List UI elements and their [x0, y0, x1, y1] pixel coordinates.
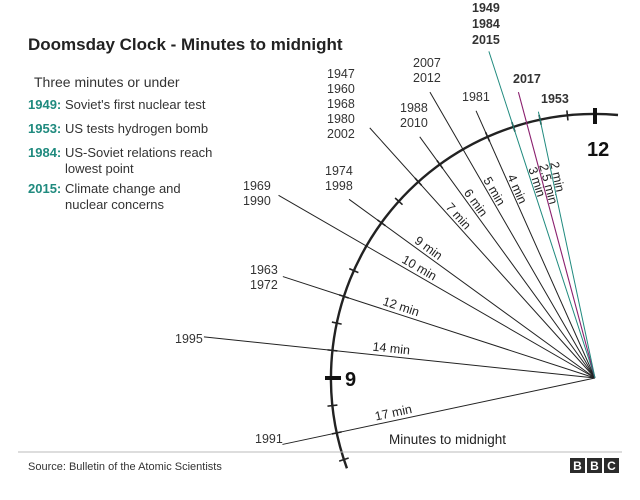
bbc-logo-block	[570, 458, 585, 473]
dial-arc	[329, 112, 619, 469]
minute-line	[278, 194, 596, 379]
key-year: 1953:	[28, 121, 61, 136]
year-label: 1947	[327, 67, 355, 81]
minute-line	[203, 336, 596, 379]
year-label: 1988	[400, 101, 428, 115]
year-label: 1991	[255, 432, 283, 446]
dial-tick	[327, 404, 338, 407]
year-label: 1969	[243, 179, 271, 193]
year-label: 1953	[541, 92, 569, 106]
minute-line	[475, 110, 596, 379]
minute-line	[419, 136, 596, 379]
dial-tick	[566, 110, 569, 121]
bbc-logo-letter: B	[590, 459, 599, 473]
minute-line	[282, 377, 596, 445]
source-note: Source: Bulletin of the Atomic Scientist…	[28, 461, 222, 473]
minute-label: 2 min	[547, 160, 567, 193]
dial-tick	[338, 457, 349, 462]
year-label: 1981	[462, 90, 490, 104]
minute-line	[488, 51, 596, 379]
year-label: 2012	[413, 71, 441, 85]
key-year: 1984:	[28, 145, 61, 160]
minute-line	[537, 111, 596, 379]
dial-label-9: 9	[345, 369, 356, 391]
dial-tick	[348, 267, 359, 274]
year-label: 1972	[250, 278, 278, 292]
dial-tick	[331, 321, 342, 325]
minute-line	[369, 127, 596, 379]
year-label: 1960	[327, 82, 355, 96]
minute-line	[517, 91, 596, 379]
year-label: 1995	[175, 332, 203, 346]
chart-title: Doomsday Clock - Minutes to midnight	[28, 35, 343, 54]
key-item: 1949: Soviet's first nuclear test	[28, 97, 206, 112]
year-label: 1998	[325, 179, 353, 193]
key-text: nuclear concerns	[65, 197, 164, 212]
chart-subtitle: Three minutes or under	[34, 74, 180, 90]
year-label: 2010	[400, 116, 428, 130]
bbc-logo-block	[587, 458, 602, 473]
key-text: Climate change and	[65, 181, 181, 196]
minute-label: 4 min	[504, 172, 529, 206]
year-label: 1968	[327, 97, 355, 111]
key-year: 2015:	[28, 181, 61, 196]
year-label: 1949	[472, 1, 500, 15]
year-label: 2015	[472, 33, 500, 47]
minute-line	[282, 276, 596, 379]
axis-label: Minutes to midnight	[389, 432, 506, 447]
bbc-logo-block	[604, 458, 619, 473]
key-text: US tests hydrogen bomb	[65, 121, 208, 136]
minute-line	[348, 198, 596, 379]
minute-entry: 2 min 1953	[537, 92, 596, 379]
key-text: US-Soviet relations reach	[65, 145, 212, 160]
minute-label: 17 min	[374, 402, 414, 424]
year-label: 2007	[413, 56, 441, 70]
key-text: lowest point	[65, 161, 134, 176]
minute-entry: 14 min 1995	[175, 332, 596, 379]
year-label: 1990	[243, 194, 271, 208]
minute-label: 14 min	[372, 340, 411, 358]
key-year: 1949:	[28, 97, 61, 112]
bbc-logo-letter: B	[573, 459, 582, 473]
year-label: 1984	[472, 17, 500, 31]
minute-entry: 4 min 1981	[462, 90, 596, 379]
year-label: 1974	[325, 164, 353, 178]
key-item: 1953: US tests hydrogen bomb	[28, 121, 208, 136]
key-list: 1949: Soviet's first nuclear test 1953: US …	[28, 97, 212, 212]
year-label: 2017	[513, 72, 541, 86]
dial-tick	[394, 197, 404, 206]
year-label: 2002	[327, 127, 355, 141]
year-label: 1963	[250, 263, 278, 277]
minute-line	[429, 91, 596, 379]
year-label: 1980	[327, 112, 355, 126]
dial-label-12: 12	[587, 139, 609, 161]
bbc-logo-letter: C	[607, 459, 616, 473]
key-text: Soviet's first nuclear test	[65, 97, 206, 112]
